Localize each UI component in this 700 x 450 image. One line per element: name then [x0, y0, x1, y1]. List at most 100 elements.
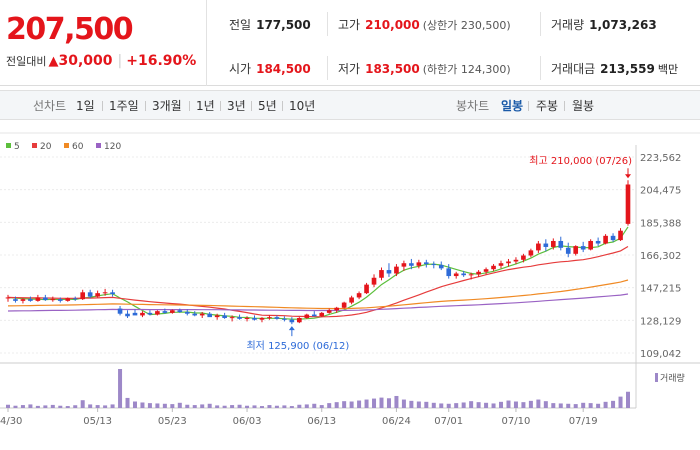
stat-value: 213,559: [600, 62, 655, 76]
volume-bar: [394, 395, 399, 408]
tab-period-1w[interactable]: 1주일: [109, 99, 139, 113]
volume-bar: [334, 402, 339, 408]
volume-bar: [147, 403, 152, 408]
volume-bar: [491, 403, 496, 408]
divider: [540, 56, 541, 80]
volume-bar: [207, 403, 212, 408]
volume-bar: [118, 369, 123, 408]
candle-body: [87, 292, 93, 297]
y-tick-label: 223,562: [640, 153, 681, 164]
tab-period-1d[interactable]: 1일: [76, 99, 95, 113]
candle-body: [132, 312, 138, 316]
candle-body: [199, 313, 205, 316]
candle-body: [536, 243, 541, 251]
volume-bar: [282, 405, 287, 408]
volume-bar: [349, 401, 354, 408]
tab-line-chart[interactable]: 선차트: [33, 99, 67, 113]
tab-divider: [189, 101, 190, 111]
candle-body: [521, 255, 526, 260]
tab-divider: [251, 101, 252, 111]
candle-body: [431, 264, 437, 266]
volume-bar: [132, 401, 137, 408]
divider: [540, 12, 541, 36]
volume-bar: [611, 400, 616, 408]
tab-period-1y[interactable]: 1년: [196, 99, 215, 113]
candle-body: [72, 298, 78, 300]
volume-bar: [499, 401, 504, 408]
volume-bar: [35, 405, 40, 408]
divider: [327, 56, 328, 80]
candle-body: [50, 299, 56, 301]
candle-body: [28, 299, 33, 301]
volume-bar: [289, 406, 294, 408]
candle-body: [550, 240, 556, 247]
tab-period-5y[interactable]: 5년: [258, 99, 277, 113]
tab-period-3m[interactable]: 3개월: [152, 99, 182, 113]
volume-bar: [461, 402, 466, 408]
stat-sub: (상한가 230,500): [422, 19, 511, 32]
candle-body: [476, 271, 481, 275]
tab-candle-monthly[interactable]: 월봉: [572, 99, 595, 113]
volume-bar: [596, 403, 601, 408]
stat-label: 저가: [338, 62, 361, 76]
candle-body: [117, 308, 123, 314]
tab-divider: [220, 101, 221, 111]
stat-prev-close: 전일 177,500: [229, 16, 311, 33]
tab-divider: [564, 101, 565, 111]
stat-high: 고가 210,000 (상한가 230,500): [338, 16, 511, 33]
tab-candle-weekly[interactable]: 주봉: [536, 99, 559, 113]
legend-swatch-120: [96, 143, 101, 148]
volume-bar: [506, 400, 511, 408]
stat-value: 1,073,263: [589, 18, 657, 32]
candle-body: [491, 265, 496, 270]
candle-body: [147, 312, 153, 315]
volume-bar: [484, 402, 489, 408]
y-tick-label: 147,215: [640, 284, 681, 295]
y-axis: 223,562 204,475 185,388 166,302 147,215 128,1…: [640, 153, 681, 360]
x-tick-label: 06/03: [233, 416, 262, 427]
stat-label: 거래대금: [551, 62, 596, 76]
tab-candle-daily[interactable]: 일봉: [501, 99, 524, 113]
x-tick-label: 05/13: [83, 416, 112, 427]
stat-label: 전일: [229, 18, 252, 32]
candles: [5, 180, 631, 325]
candle-body: [610, 235, 616, 241]
volume-bar: [110, 404, 115, 408]
candle-body: [177, 310, 183, 312]
tab-divider: [528, 101, 529, 111]
volume-bar: [162, 403, 167, 408]
candle-body: [289, 319, 295, 323]
candle-body: [364, 284, 369, 294]
tab-period-10y[interactable]: 10년: [289, 99, 316, 113]
candle-body: [20, 299, 26, 301]
candle-body: [57, 299, 63, 301]
candle-body: [394, 266, 399, 274]
stat-unit: 백만: [657, 63, 679, 76]
candle-body: [356, 293, 362, 298]
volume-bar: [551, 403, 556, 408]
candle-body: [595, 240, 601, 244]
stat-label: 시가: [229, 62, 252, 76]
volume-bar: [327, 403, 332, 408]
candle-body: [528, 250, 534, 256]
volume-bar: [469, 401, 474, 408]
volume-bar: [424, 401, 429, 408]
volume-bar: [618, 396, 623, 408]
candle-body: [506, 261, 511, 264]
volume-bar: [431, 402, 436, 408]
current-price: 207,500: [6, 12, 134, 47]
volume-bar: [312, 403, 317, 408]
volume-bar: [245, 405, 250, 408]
volume-bar: [20, 405, 25, 408]
tab-period-3y[interactable]: 3년: [227, 99, 246, 113]
candle-body: [416, 262, 422, 266]
volume-bar: [65, 406, 70, 408]
candle-body: [35, 297, 41, 301]
candle-body: [625, 184, 631, 224]
candle-body: [170, 310, 175, 313]
volume-bar: [342, 401, 347, 408]
tab-candle-chart[interactable]: 봉차트: [456, 99, 490, 113]
volume-bar: [521, 402, 526, 408]
volume-bar: [364, 399, 369, 408]
candle-body: [229, 317, 235, 319]
